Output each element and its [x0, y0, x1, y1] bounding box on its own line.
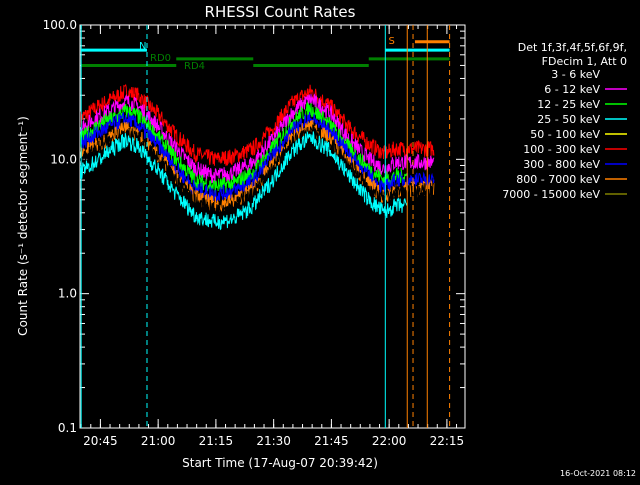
y-tick-label: 10.0 — [50, 152, 77, 166]
axis-ticks: 0.1 1.0 10.0 100.0 20:45 21:00 21:15 21:30 21:45… — [43, 18, 465, 448]
legend-label: 6 - 12 keV — [544, 83, 600, 96]
y-tick-label: 1.0 — [58, 287, 77, 301]
legend-header: FDecim 1, Att 0 — [542, 55, 627, 68]
legend-label: 300 - 800 keV — [523, 158, 600, 171]
legend-label: 12 - 25 keV — [537, 98, 600, 111]
x-tick-label: 21:00 — [141, 434, 176, 448]
y-tick-label: 100.0 — [43, 18, 77, 32]
x-tick-label: 20:45 — [83, 434, 118, 448]
plot-frame — [79, 24, 466, 429]
timestamp: 16-Oct-2021 08:12 — [560, 469, 636, 478]
annotation-n: N — [139, 41, 146, 52]
annotation-rd0: RD0 — [150, 53, 171, 64]
series-line — [80, 131, 408, 231]
series-layer — [80, 83, 435, 231]
annotation-rd4: RD4 — [184, 61, 205, 72]
annotation-layer: N S RD0 RD4 — [139, 36, 395, 72]
legend-header: Det 1f,3f,4f,5f,6f,9f, — [518, 41, 627, 54]
legend-label: 800 - 7000 keV — [516, 173, 600, 186]
x-tick-label: 21:15 — [199, 434, 234, 448]
y-tick-label: 0.1 — [58, 421, 77, 435]
overlay-layer — [80, 25, 451, 428]
legend-label: 25 - 50 keV — [537, 113, 600, 126]
annotation-s: S — [389, 36, 395, 47]
legend: Det 1f,3f,4f,5f,6f,9f,FDecim 1, Att 03 -… — [502, 41, 627, 201]
series-line — [80, 83, 435, 166]
x-tick-label: 22:00 — [372, 434, 407, 448]
legend-label: 50 - 100 keV — [530, 128, 600, 141]
x-tick-label: 22:15 — [430, 434, 465, 448]
series-line — [80, 124, 435, 218]
x-axis-label: Start Time (17-Aug-07 20:39:42) — [182, 456, 378, 470]
x-tick-label: 21:30 — [256, 434, 291, 448]
x-tick-label: 21:45 — [314, 434, 349, 448]
legend-label: 7000 - 15000 keV — [502, 188, 600, 201]
chart-title: RHESSI Count Rates — [205, 3, 356, 21]
legend-label: 3 - 6 keV — [551, 68, 600, 81]
legend-label: 100 - 300 keV — [523, 143, 600, 156]
y-axis-label: Count Rate (s⁻¹ detector segment⁻¹) — [16, 116, 30, 336]
